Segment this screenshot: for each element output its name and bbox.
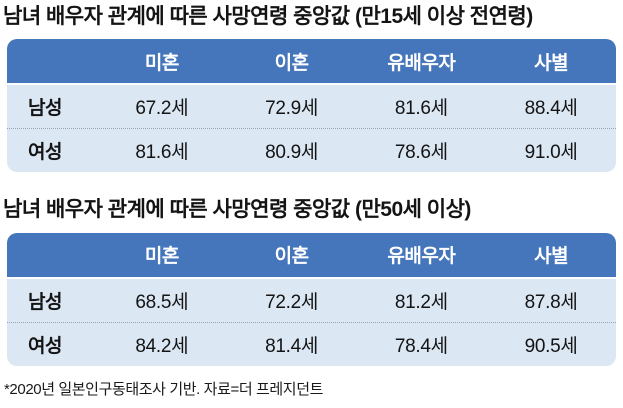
value-cell: 84.2세: [135, 335, 189, 357]
column-header-spoused: 유배우자: [387, 246, 456, 267]
row-label-female: 여성: [28, 142, 62, 164]
table-row-female: 여성 84.2세 81.4세 78.4세 90.5세: [7, 321, 616, 366]
table-all-ages: 미혼 이혼 유배우자 사별 남성 67.2세 72.9세 81.6세 88.4세…: [7, 39, 616, 173]
column-header-divorced: 이혼: [274, 246, 309, 267]
value-cell: 81.6세: [135, 142, 189, 164]
column-header-unmarried: 미혼: [144, 246, 179, 267]
table-title-all-ages: 남녀 배우자 관계에 따른 사망연령 중앙값 (만15세 이상 전연령): [3, 5, 533, 28]
value-cell: 81.4세: [265, 335, 319, 357]
row-label-male: 남성: [28, 291, 62, 313]
table-title-over-50: 남녀 배우자 관계에 따른 사망연령 중앙값 (만50세 이상): [3, 198, 471, 222]
table-over-50: 미혼 이혼 유배우자 사별 남성 68.5세 72.2세 81.2세 87.8세…: [7, 232, 616, 366]
value-cell: 81.6세: [394, 98, 448, 120]
value-cell: 91.0세: [524, 142, 578, 164]
column-header-widowed: 사별: [534, 52, 569, 74]
value-cell: 78.6세: [394, 142, 448, 164]
value-cell: 88.4세: [524, 98, 578, 120]
table-header-row: 미혼 이혼 유배우자 사별: [7, 232, 616, 279]
value-cell: 67.2세: [135, 98, 189, 120]
table-row-female: 여성 81.6세 80.9세 78.6세 91.0세: [7, 128, 616, 173]
value-cell: 80.9세: [265, 142, 319, 164]
value-cell: 72.9세: [265, 98, 319, 120]
value-cell: 78.4세: [394, 335, 448, 357]
value-cell: 72.2세: [265, 291, 319, 313]
column-header-divorced: 이혼: [274, 52, 309, 74]
column-header-spoused: 유배우자: [387, 52, 456, 74]
value-cell: 68.5세: [135, 291, 189, 313]
row-label-female: 여성: [28, 335, 62, 357]
row-label-male: 남성: [28, 98, 62, 120]
source-footnote: *2020년 일본인구동태조사 기반. 자료=더 프레지던트: [4, 380, 324, 398]
column-header-widowed: 사별: [534, 246, 569, 267]
value-cell: 87.8세: [524, 291, 578, 313]
table-row-male: 남성 67.2세 72.9세 81.6세 88.4세: [7, 85, 616, 129]
value-cell: 90.5세: [524, 335, 578, 357]
table-row-male: 남성 68.5세 72.2세 81.2세 87.8세: [7, 278, 616, 322]
table-header-row: 미혼 이혼 유배우자 사별: [7, 39, 616, 86]
column-header-unmarried: 미혼: [144, 52, 179, 74]
value-cell: 81.2세: [394, 291, 448, 313]
